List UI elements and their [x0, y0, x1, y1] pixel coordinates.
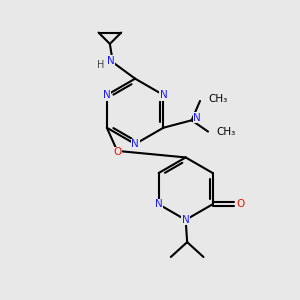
Text: O: O	[236, 199, 245, 209]
Text: N: N	[106, 56, 114, 66]
Text: N: N	[103, 90, 111, 100]
Text: N: N	[155, 199, 163, 209]
Text: CH₃: CH₃	[208, 94, 228, 104]
Text: H: H	[97, 60, 104, 70]
Text: N: N	[131, 139, 139, 149]
Text: N: N	[193, 113, 201, 123]
Text: N: N	[160, 90, 167, 100]
Text: N: N	[182, 215, 190, 225]
Text: O: O	[114, 147, 122, 157]
Text: CH₃: CH₃	[216, 127, 236, 136]
